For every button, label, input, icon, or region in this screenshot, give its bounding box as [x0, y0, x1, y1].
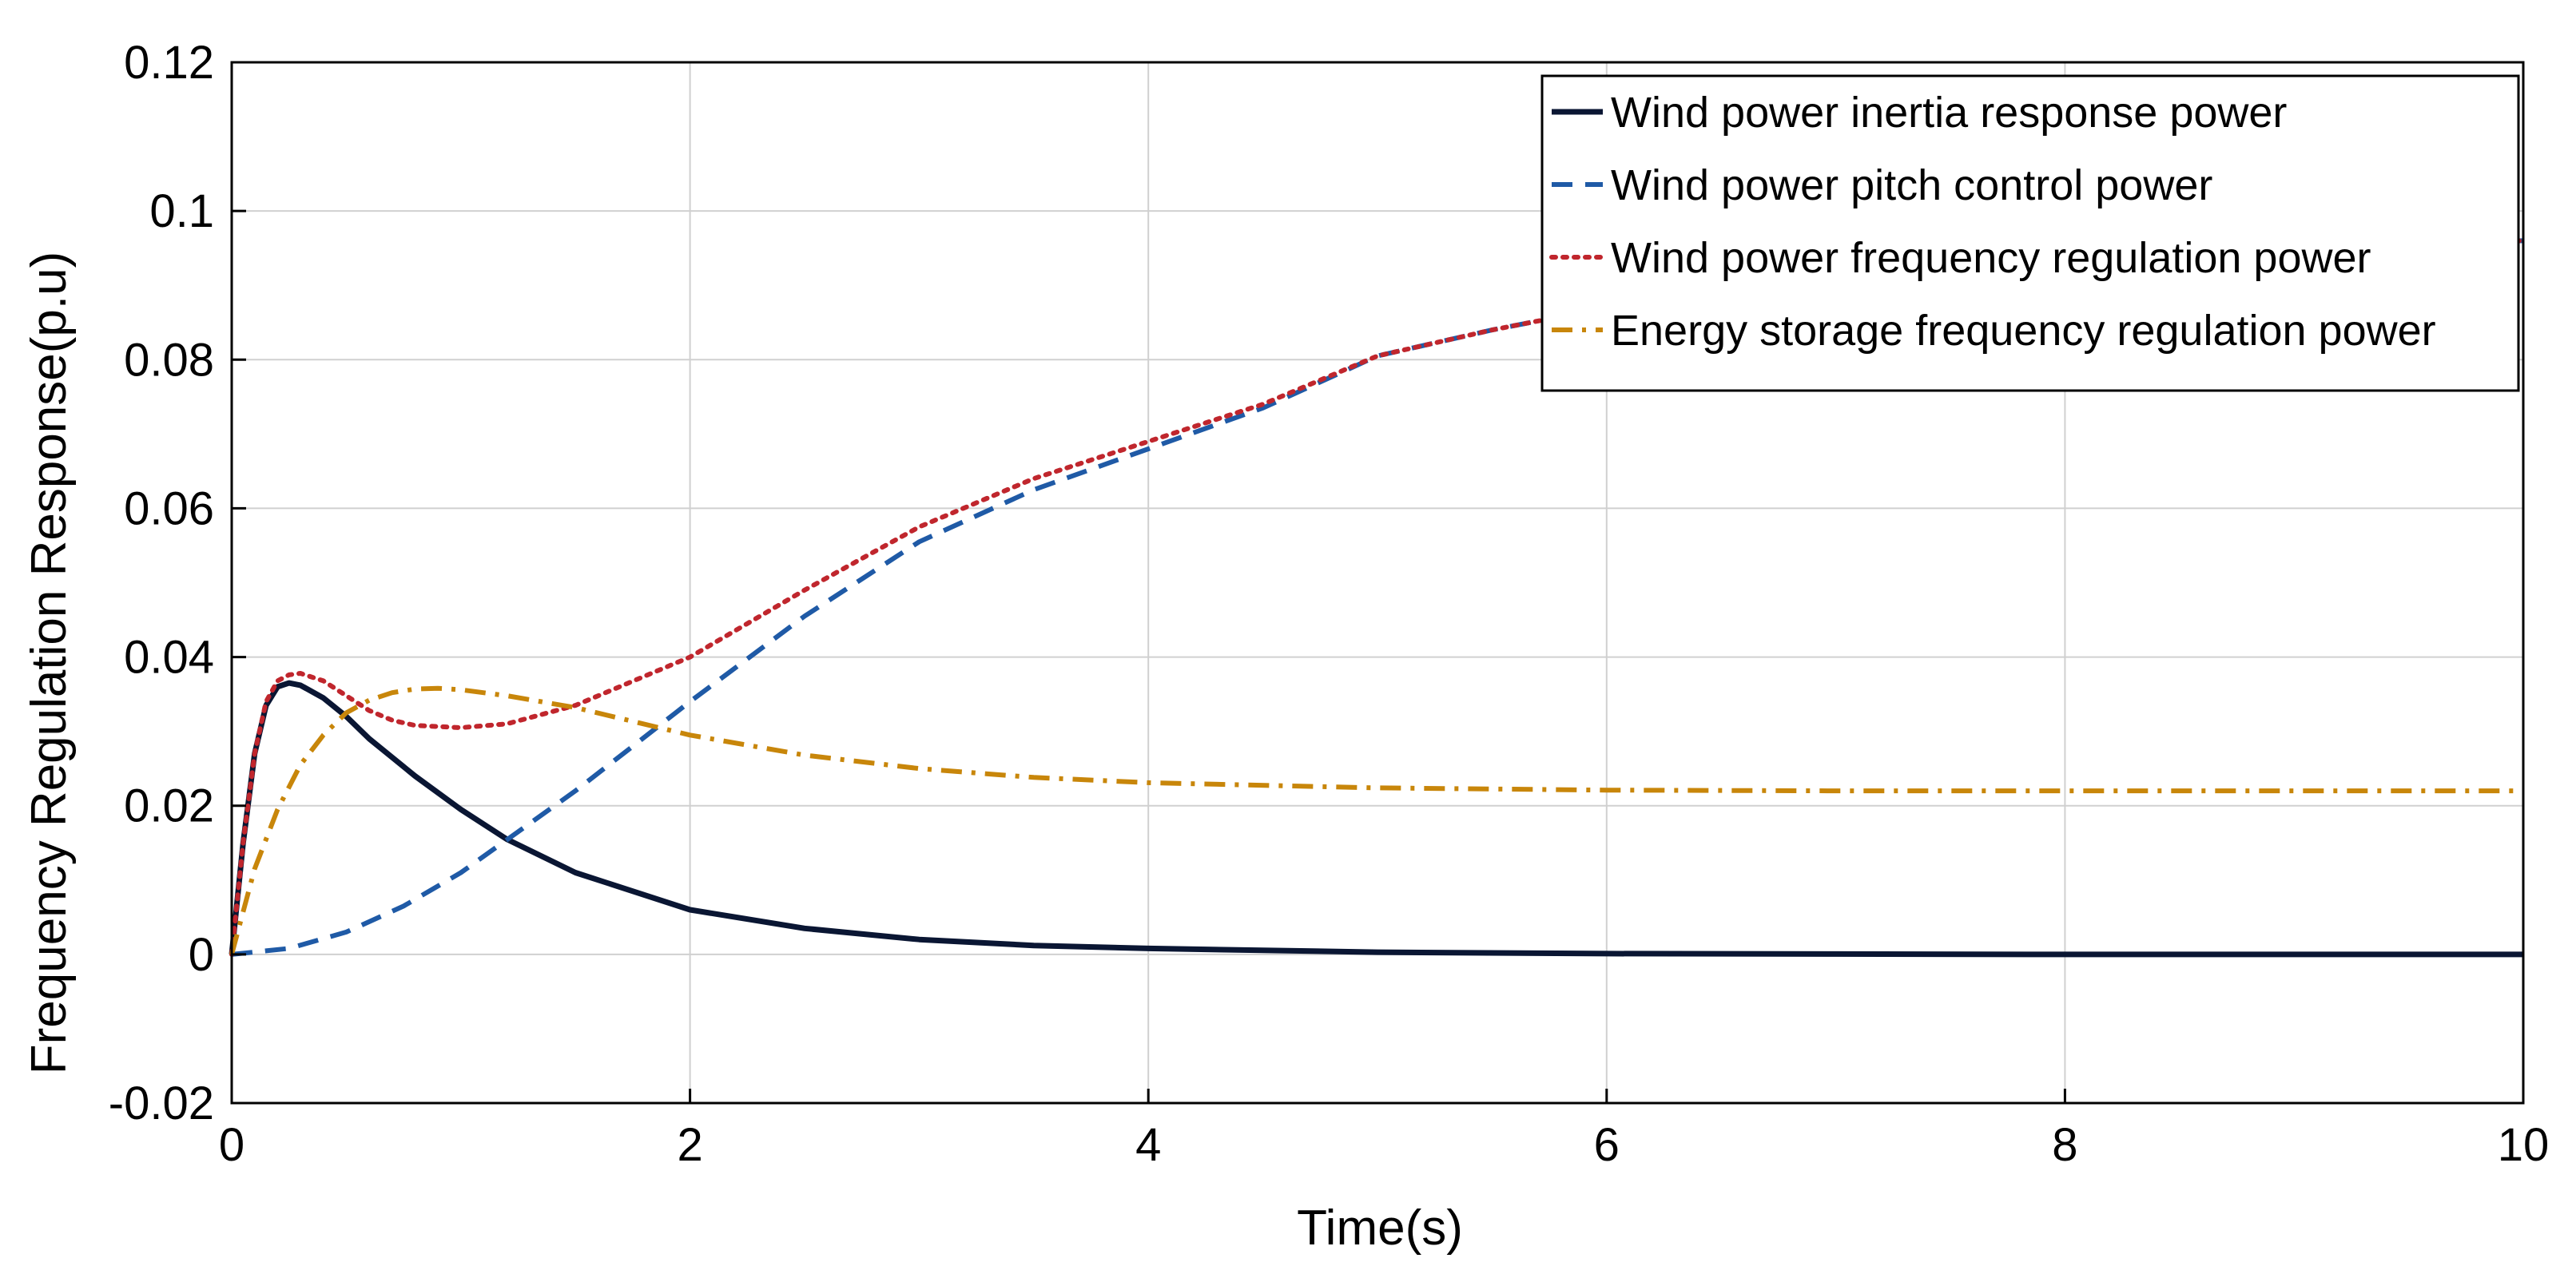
legend: Wind power inertia response power Wind po… — [1540, 74, 2520, 392]
y-tick-label: 0.12 — [124, 37, 214, 89]
x-axis-label: Time(s) — [1297, 1201, 1463, 1256]
x-tick-label: 4 — [1135, 1119, 1161, 1171]
legend-label-3: Wind power frequency regulation power — [1611, 234, 2371, 282]
y-tick-label: 0.06 — [124, 482, 214, 534]
legend-box — [1540, 74, 2520, 392]
y-tick-label: 0.08 — [124, 334, 214, 386]
x-tick-label: 6 — [1594, 1119, 1620, 1171]
x-tick-label: 8 — [2052, 1119, 2077, 1171]
legend-label-2: Wind power pitch control power — [1611, 161, 2212, 209]
x-tick-label: 0 — [219, 1119, 244, 1171]
series-line-2 — [231, 238, 2524, 957]
y-tick-label: -0.02 — [109, 1078, 214, 1129]
y-tick-label: 0.04 — [124, 632, 214, 684]
x-tick-label: 10 — [2498, 1119, 2550, 1171]
legend-label-1: Wind power inertia response power — [1611, 89, 2287, 137]
y-tick-label: 0.02 — [124, 780, 214, 832]
series-line-1 — [229, 680, 2523, 958]
series-line-4 — [229, 685, 2523, 955]
x-tick-label: 2 — [677, 1119, 702, 1171]
y-tick-label: 0.1 — [149, 185, 214, 237]
legend-label-4: Energy storage frequency regulation powe… — [1611, 307, 2436, 355]
plot-frame — [230, 61, 2525, 1105]
y-tick-label: 0 — [189, 929, 214, 981]
y-axis-label: Frequency Regulation Response(p.u) — [22, 252, 77, 1074]
